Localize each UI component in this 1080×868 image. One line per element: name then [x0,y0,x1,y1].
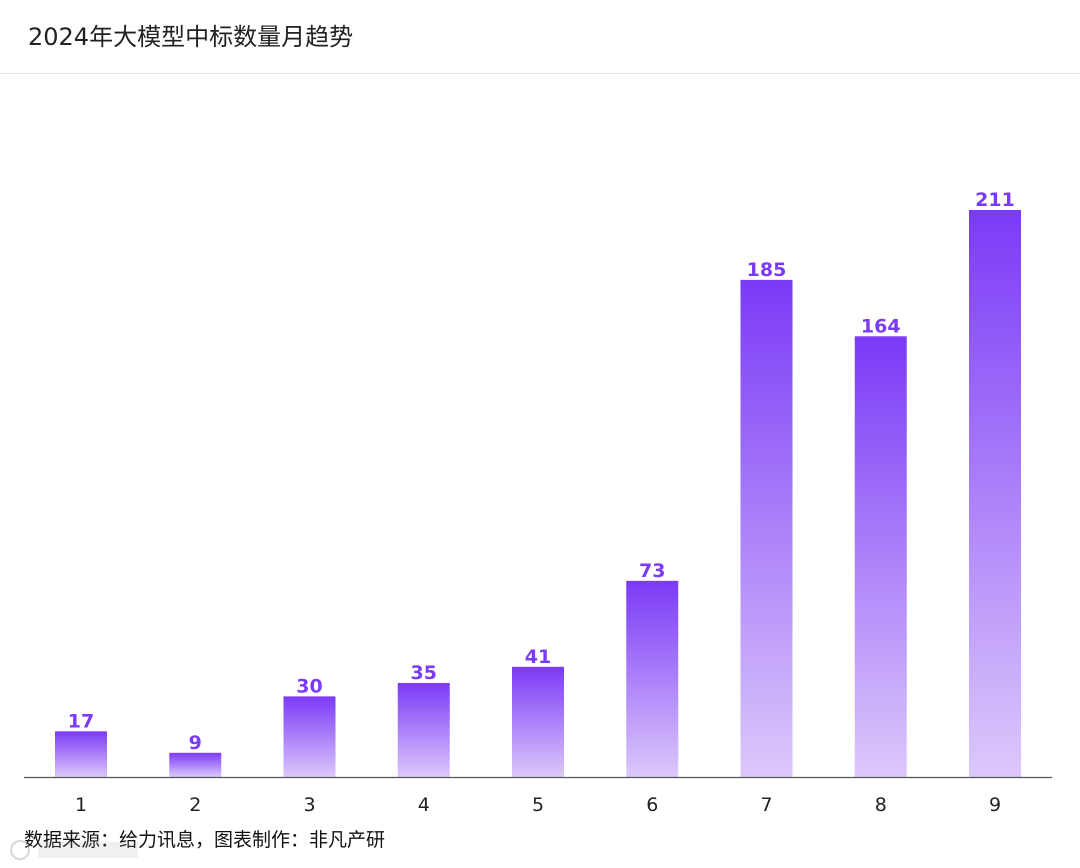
bar-2 [169,752,222,777]
value-label-2: 9 [189,732,202,754]
value-labels-group: 17 9 30 35 41 73 185 164 211 [68,189,1015,754]
bar-8 [854,336,907,777]
source-note: 数据来源：给力讯息，图表制作：非凡产研 [24,829,386,851]
x-tick-label-1: 1 [75,794,87,816]
chart-header: 2024年大模型中标数量月趋势 [0,0,1080,74]
bar-4 [397,682,450,777]
watermark-logo [10,840,138,860]
x-tick-label-5: 5 [532,794,544,816]
bar-1 [55,731,107,777]
bars-group [55,210,1021,777]
value-label-4: 35 [411,662,437,684]
page-title: 2024年大模型中标数量月趋势 [28,23,354,51]
x-tick-label-7: 7 [760,794,772,816]
value-label-7: 185 [747,259,787,281]
bar-3 [283,696,336,777]
value-label-3: 30 [296,675,322,697]
bar-7 [740,279,793,777]
bar-6 [626,580,679,777]
x-tick-labels-group: 1 2 3 4 5 6 7 8 9 [75,794,1001,816]
x-tick-label-9: 9 [989,794,1001,816]
x-tick-label-6: 6 [646,794,658,816]
x-tick-label-4: 4 [418,794,430,816]
bar-9 [969,210,1021,777]
x-tick-label-2: 2 [189,794,201,816]
value-label-8: 164 [861,315,901,337]
value-label-5: 41 [525,646,551,668]
bar-5 [512,666,564,777]
x-tick-label-8: 8 [875,794,887,816]
value-label-6: 73 [639,560,665,582]
value-label-9: 211 [975,189,1015,211]
x-tick-label-3: 3 [303,794,315,816]
value-label-1: 17 [68,710,94,732]
